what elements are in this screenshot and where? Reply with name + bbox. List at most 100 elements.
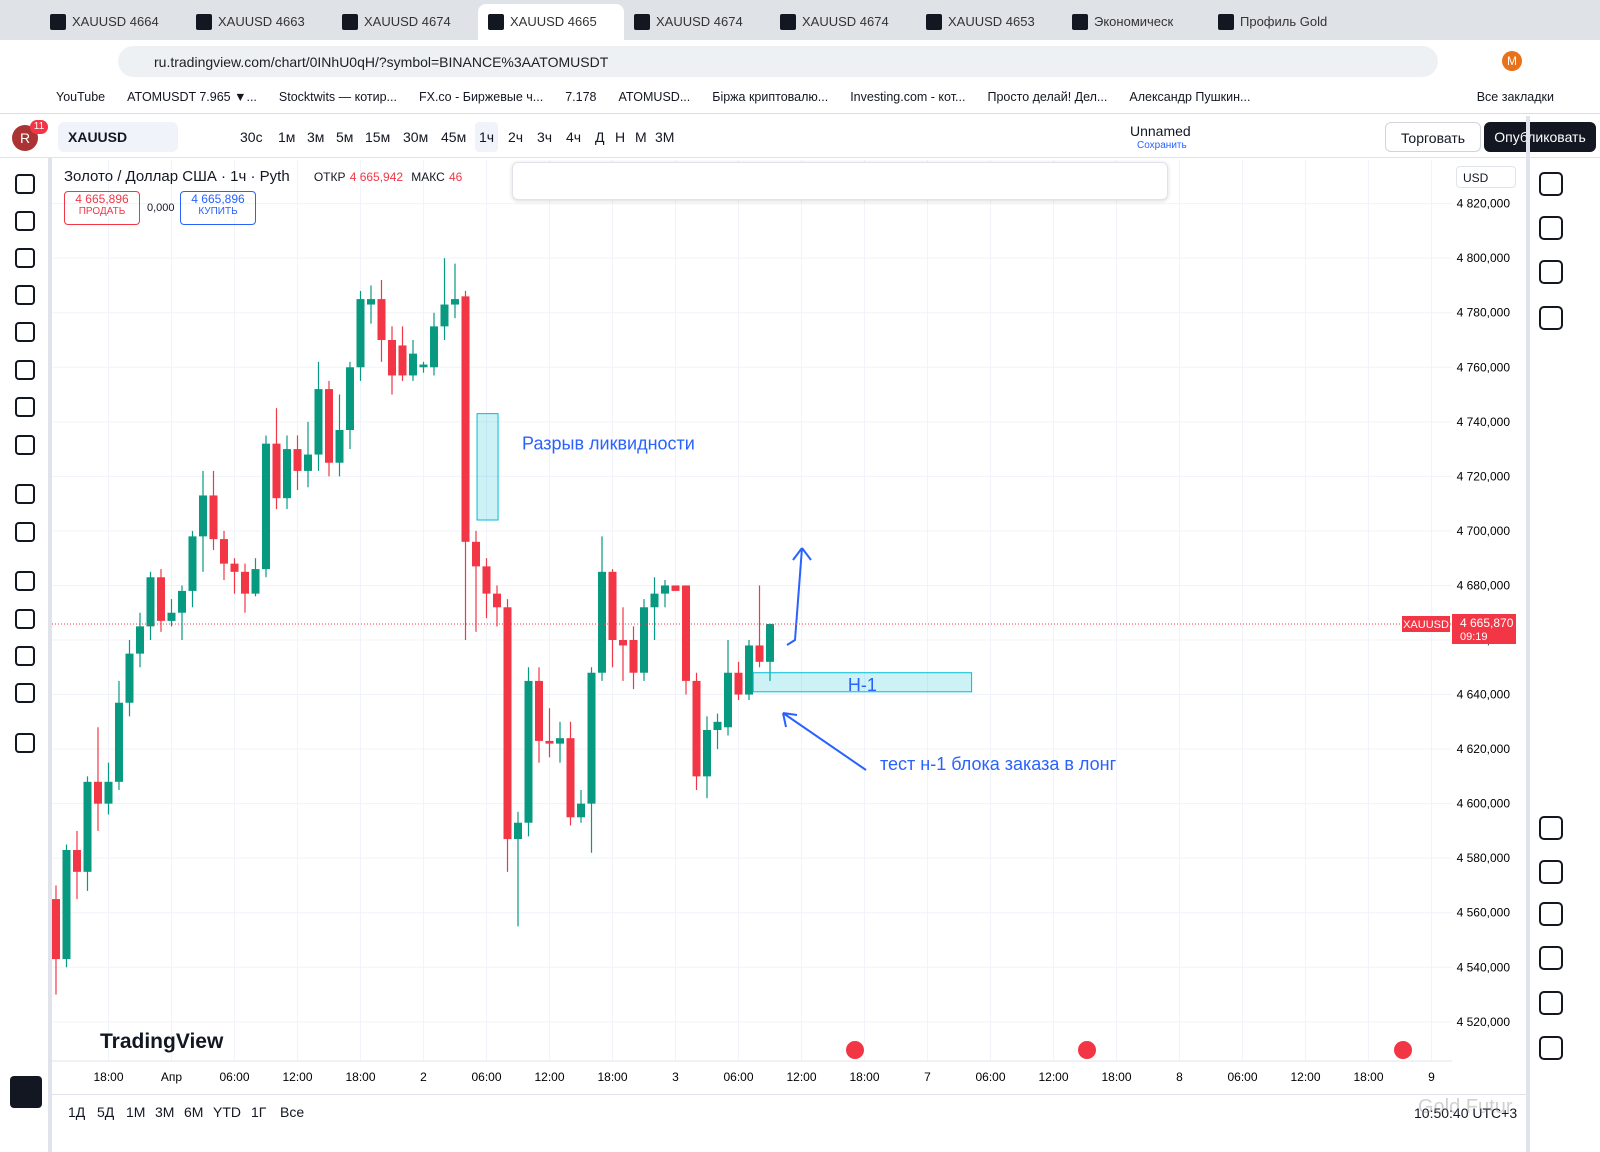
sell-label: ПРОДАТЬ	[78, 206, 126, 217]
bookmark[interactable]: Stocktwits — котир...	[278, 90, 397, 104]
interval[interactable]: 3ч	[537, 129, 553, 145]
url-bar[interactable]: ru.tradingview.com/chart/0INhU0qH/?symbo…	[118, 46, 1438, 77]
range-button[interactable]: 1Г	[251, 1104, 267, 1120]
interval[interactable]: 4ч	[566, 129, 582, 145]
candle-body	[566, 738, 575, 818]
range-button[interactable]: 1Д	[68, 1104, 86, 1120]
interval[interactable]: М	[635, 129, 647, 145]
interval[interactable]: 1м	[278, 129, 296, 145]
bookmark[interactable]: ATOMUSD...	[618, 90, 691, 104]
layout-name[interactable]: Unnamed	[1130, 123, 1191, 139]
bookmark[interactable]: FX.co - Биржевые ч...	[418, 90, 544, 104]
tool-icon[interactable]	[15, 683, 35, 703]
sidebar-icon[interactable]	[1539, 816, 1563, 840]
annotation: тест н-1 блока заказа в лонг	[880, 754, 1117, 774]
tool-icon[interactable]	[15, 322, 35, 342]
candle-body	[461, 296, 470, 542]
tab[interactable]: XAUUSD 4653	[916, 4, 1062, 40]
sell-button[interactable]: 4 665,896 ПРОДАТЬ	[64, 191, 140, 225]
tab[interactable]: XAUUSD 4665	[478, 4, 624, 40]
interval[interactable]: Д	[595, 129, 605, 145]
currency-select[interactable]: USD	[1456, 166, 1516, 188]
tab-icon	[1218, 14, 1234, 30]
interval[interactable]: 2ч	[508, 129, 524, 145]
publish-button[interactable]: Опубликовать	[1484, 122, 1596, 152]
sidebar-icon[interactable]	[1539, 216, 1563, 240]
symbol-search[interactable]: XAUUSD	[58, 122, 178, 152]
x-tick-label: 12:00	[1291, 1070, 1321, 1084]
candle-body	[493, 593, 502, 608]
interval[interactable]: 30м	[403, 129, 429, 145]
tool-icon[interactable]	[15, 484, 35, 504]
bookmark[interactable]: Просто делай! Дел...	[987, 90, 1108, 104]
interval[interactable]: 45м	[441, 129, 467, 145]
tool-icon[interactable]	[15, 285, 35, 305]
tool-icon[interactable]	[15, 609, 35, 629]
profile[interactable]: M	[1502, 51, 1522, 71]
tab[interactable]: XAUUSD 4674	[770, 4, 916, 40]
candle-body	[650, 593, 659, 608]
candle-body	[682, 585, 691, 681]
tool-icon[interactable]	[15, 733, 35, 753]
candle-body	[293, 449, 302, 471]
interval[interactable]: 30с	[240, 129, 263, 145]
sidebar-icon[interactable]	[1539, 1036, 1563, 1060]
y-tick-label: 4 800,000	[1457, 251, 1511, 265]
tool-icon[interactable]	[15, 174, 35, 194]
buy-button[interactable]: 4 665,896 КУПИТЬ	[180, 191, 256, 225]
sidebar-icon[interactable]	[1539, 946, 1563, 970]
range-button[interactable]: Все	[280, 1104, 305, 1120]
trade-button[interactable]: Торговать	[1385, 122, 1481, 152]
range-button[interactable]: 5Д	[97, 1104, 115, 1120]
save-label[interactable]: Сохранить	[1137, 140, 1187, 151]
buy-price: 4 665,896	[191, 192, 245, 206]
tool-icon[interactable]	[15, 435, 35, 455]
range-button[interactable]: 3М	[155, 1104, 175, 1120]
interval[interactable]: Н	[615, 129, 626, 145]
interval[interactable]: 5м	[336, 129, 354, 145]
bookmark[interactable]: Біржа криптовалю...	[712, 90, 829, 104]
candle-body	[188, 536, 197, 591]
sidebar-icon[interactable]	[1539, 306, 1563, 330]
tab[interactable]: Профиль Gold	[1208, 4, 1354, 40]
candle-body	[734, 672, 743, 695]
tab[interactable]: XAUUSD 4664	[40, 4, 186, 40]
tool-icon[interactable]	[15, 522, 35, 542]
range-button[interactable]: YTD	[213, 1104, 241, 1120]
sidebar-icon[interactable]	[1539, 991, 1563, 1015]
tool-icon[interactable]	[15, 360, 35, 380]
sidebar-icon[interactable]	[1539, 260, 1563, 284]
bookmark[interactable]: 7.178	[565, 90, 597, 104]
bookmark[interactable]: ATOMUSDT 7.965 ▼...	[127, 90, 257, 104]
tool-icon[interactable]	[15, 248, 35, 268]
bookmark[interactable]: YouTube	[56, 90, 106, 104]
tab-icon	[488, 14, 504, 30]
interval[interactable]: 3М	[655, 129, 675, 145]
interval[interactable]: 15м	[365, 129, 391, 145]
drawing-tools	[0, 158, 52, 1152]
range-button[interactable]: 6М	[184, 1104, 204, 1120]
tab[interactable]: XAUUSD 4674	[624, 4, 770, 40]
bookmark[interactable]: Александр Пушкин...	[1129, 90, 1251, 104]
range-button[interactable]: 1М	[126, 1104, 146, 1120]
tool-icon[interactable]	[15, 571, 35, 591]
x-tick-label: 18:00	[849, 1070, 879, 1084]
x-tick-label: 06:00	[723, 1070, 753, 1084]
bottom-bar: 10:50:40 UTC+3 1Д 5Д 1М 3М 6М YTD 1Г Все	[52, 1094, 1526, 1134]
interval[interactable]: 3м	[307, 129, 325, 145]
bookmark[interactable]: Investing.com - кот...	[850, 90, 966, 104]
all-bookmarks[interactable]: Все закладки	[1476, 90, 1554, 104]
x-tick-label: 12:00	[786, 1070, 816, 1084]
tab[interactable]: XAUUSD 4663	[186, 4, 332, 40]
tool-icon[interactable]	[15, 646, 35, 666]
x-tick-label: 9	[1428, 1070, 1435, 1084]
interval[interactable]: 1ч	[475, 122, 499, 152]
tool-icon[interactable]	[15, 397, 35, 417]
favorites[interactable]	[10, 1076, 42, 1108]
sidebar-icon[interactable]	[1539, 902, 1563, 926]
tool-icon[interactable]	[15, 211, 35, 231]
sidebar-icon[interactable]	[1539, 860, 1563, 884]
tab[interactable]: XAUUSD 4674	[332, 4, 478, 40]
sidebar-icon[interactable]	[1539, 172, 1563, 196]
tab[interactable]: Экономическ	[1062, 4, 1208, 40]
